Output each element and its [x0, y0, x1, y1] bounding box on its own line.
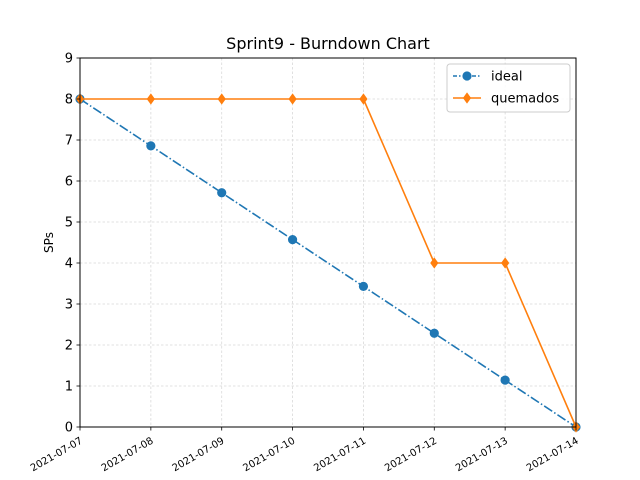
y-tick-label: 5	[65, 216, 73, 231]
series-line-quemados	[80, 98, 577, 428]
legend: ideal quemados	[446, 63, 571, 113]
data-point-quemados	[288, 93, 297, 105]
legend-label-quemados: quemados	[491, 92, 559, 107]
data-point-quemados	[146, 93, 155, 105]
data-point-quemados	[217, 93, 226, 105]
plot-area-background	[80, 58, 576, 427]
y-tick-label: 3	[65, 298, 73, 313]
data-point-quemados	[430, 257, 439, 269]
data-point-ideal	[500, 375, 510, 385]
legend-box	[446, 63, 571, 113]
y-tick-label: 2	[65, 339, 73, 354]
series-line-ideal	[79, 98, 577, 428]
chart-title: Sprint9 - Burndown Chart	[226, 34, 430, 53]
y-tick-label: 6	[65, 175, 73, 190]
legend-label-ideal: ideal	[491, 70, 522, 85]
legend-marker-quemados	[462, 92, 472, 104]
y-tick-label: 0	[65, 421, 73, 436]
data-point-ideal	[146, 141, 156, 151]
plot-frame	[79, 57, 577, 428]
y-tick-label: 9	[65, 52, 73, 67]
legend-marker-ideal	[462, 71, 472, 81]
series-layer	[75, 93, 581, 433]
data-point-ideal	[429, 328, 439, 338]
data-point-quemados	[501, 257, 510, 269]
data-point-ideal	[287, 234, 298, 245]
y-tick-label: 7	[65, 134, 73, 149]
data-point-ideal	[217, 188, 227, 198]
data-point-ideal	[358, 281, 369, 292]
y-tick-label: 4	[65, 257, 73, 272]
data-point-quemados	[359, 93, 368, 105]
y-axis-label: SPs	[42, 232, 56, 253]
y-tick-label: 8	[65, 93, 73, 108]
y-tick-label: 1	[65, 380, 73, 395]
